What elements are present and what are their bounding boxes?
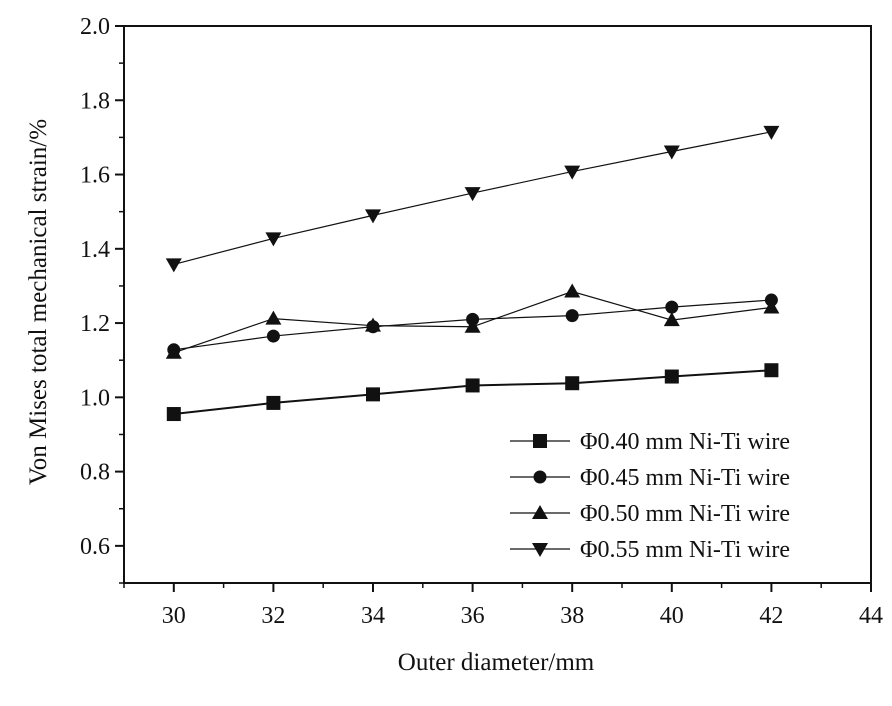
y-tick-label: 0.8 — [80, 460, 110, 486]
x-tick-label: 40 — [660, 603, 684, 629]
data-point — [265, 232, 282, 247]
y-axis: 0.6 0.8 1.0 1.2 1.4 1.6 1.8 2.0 — [80, 14, 124, 584]
y-tick-label: 1.6 — [80, 163, 110, 189]
data-point — [564, 283, 581, 298]
series-layer — [165, 125, 780, 422]
y-tick-label: 1.0 — [80, 385, 110, 411]
x-axis: 30 32 34 36 38 40 42 44 — [123, 583, 883, 629]
legend-label: Φ0.50 mm Ni-Ti wire — [580, 501, 790, 527]
series-0 — [166, 363, 779, 422]
data-point — [365, 317, 381, 332]
data-point — [165, 344, 182, 359]
legend-marker — [533, 434, 547, 448]
plot-frame — [123, 25, 872, 584]
legend-marker — [532, 505, 548, 519]
y-axis-title: Von Mises total mechanical strain/% — [25, 119, 52, 485]
data-point — [266, 395, 281, 410]
data-point — [464, 318, 481, 333]
x-tick-label: 30 — [162, 603, 186, 629]
x-tick-label: 34 — [361, 603, 385, 629]
legend-label: Φ0.40 mm Ni-Ti wire — [580, 429, 790, 455]
x-tick-label: 42 — [759, 603, 783, 629]
data-point — [265, 310, 282, 325]
y-tick-label: 2.0 — [80, 14, 110, 40]
data-point — [665, 300, 679, 314]
series-3 — [165, 125, 780, 273]
data-point — [464, 187, 481, 202]
y-tick-label: 1.4 — [80, 237, 110, 263]
y-tick-label: 1.2 — [80, 311, 110, 337]
legend-marker — [532, 543, 548, 557]
data-point — [564, 165, 581, 180]
data-point — [763, 299, 780, 314]
data-point — [764, 363, 779, 378]
data-point — [565, 376, 580, 391]
data-point — [663, 145, 680, 160]
legend-label: Φ0.55 mm Ni-Ti wire — [580, 537, 790, 563]
data-point — [165, 258, 182, 273]
data-point — [266, 329, 280, 343]
y-tick-label: 1.8 — [80, 88, 110, 114]
data-point — [663, 312, 680, 327]
x-tick-label: 32 — [261, 603, 285, 629]
x-axis-title: Outer diameter/mm — [398, 649, 595, 676]
legend: Φ0.40 mm Ni-Ti wire Φ0.45 mm Ni-Ti wire Φ0… — [510, 429, 790, 563]
x-tick-label: 44 — [859, 603, 883, 629]
series-2 — [165, 283, 780, 359]
data-point — [763, 125, 780, 140]
y-tick-label: 0.6 — [80, 534, 110, 560]
data-point — [166, 407, 181, 422]
x-tick-label: 38 — [560, 603, 584, 629]
data-point — [365, 209, 381, 224]
legend-label: Φ0.45 mm Ni-Ti wire — [580, 465, 790, 491]
x-tick-label: 36 — [461, 603, 485, 629]
data-point — [664, 369, 679, 384]
legend-marker — [533, 470, 547, 484]
plot-border — [123, 25, 872, 584]
data-point — [465, 378, 480, 393]
data-point — [565, 309, 579, 323]
data-point — [366, 387, 380, 402]
